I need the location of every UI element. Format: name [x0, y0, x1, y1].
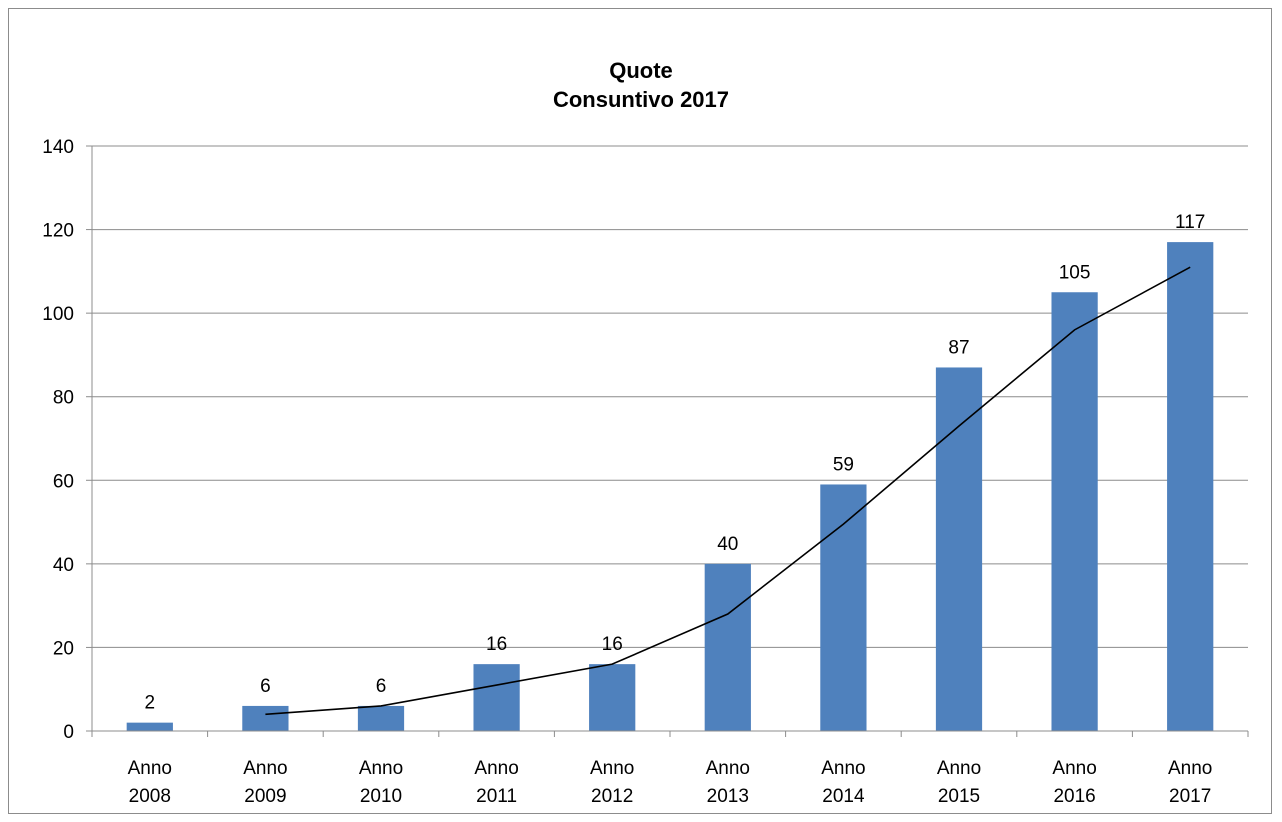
bar — [1167, 242, 1214, 731]
y-tick-label: 60 — [53, 471, 74, 492]
x-axis: Anno 2008 Anno 2009 Anno 2010 Anno 2011 Anno 2012… — [91, 730, 1249, 807]
x-tick-label: Anno — [359, 758, 403, 779]
x-tick-label: Anno — [821, 758, 865, 779]
x-tick-label: Anno — [590, 758, 634, 779]
x-tick-label: Anno — [474, 758, 518, 779]
data-label: 105 — [1059, 262, 1091, 283]
y-tick-label: 140 — [42, 137, 74, 158]
data-label: 117 — [1175, 212, 1205, 233]
x-tick-label: Anno — [706, 758, 750, 779]
x-tick-label: 2015 — [938, 786, 980, 807]
y-tick-label: 120 — [42, 221, 74, 242]
x-tick-label: Anno — [937, 758, 981, 779]
x-tick-label: 2017 — [1169, 786, 1211, 807]
x-tick-label: 2012 — [591, 786, 633, 807]
data-label: 87 — [948, 337, 969, 358]
y-tick-label: 0 — [63, 722, 74, 743]
x-tick-label: 2011 — [476, 786, 517, 807]
bar — [935, 367, 983, 731]
bar — [242, 705, 289, 731]
y-axis: 0 20 40 60 80 100 120 140 — [42, 137, 93, 743]
chart-title: Quote — [609, 58, 673, 83]
bar — [704, 563, 751, 731]
data-labels-layer: 2 6 6 16 16 40 59 87 105 117 — [145, 212, 1206, 714]
data-label: 2 — [145, 693, 156, 714]
x-tick-label: 2010 — [360, 786, 402, 807]
bars-layer — [126, 242, 1214, 731]
data-label: 6 — [376, 676, 387, 697]
chart-subtitle: Consuntivo 2017 — [553, 87, 729, 112]
x-tick-label: Anno — [1052, 758, 1096, 779]
x-tick-label: 2016 — [1053, 786, 1095, 807]
bar — [589, 664, 636, 731]
data-label: 6 — [260, 676, 271, 697]
bar — [357, 705, 405, 731]
y-tick-label: 100 — [42, 304, 74, 325]
y-tick-label: 40 — [53, 555, 74, 576]
y-tick-label: 80 — [53, 388, 74, 409]
bar — [473, 664, 520, 731]
data-label: 40 — [717, 534, 738, 555]
data-label: 16 — [486, 634, 507, 655]
x-tick-label: Anno — [1168, 758, 1212, 779]
bar — [126, 722, 173, 731]
data-label: 59 — [833, 454, 854, 475]
bar — [820, 484, 867, 731]
x-tick-label: 2013 — [707, 786, 749, 807]
x-tick-label: 2009 — [244, 786, 286, 807]
x-tick-label: Anno — [243, 758, 287, 779]
bar — [1051, 292, 1098, 731]
y-tick-label: 20 — [53, 638, 74, 659]
x-tick-label: 2008 — [129, 786, 171, 807]
trendline-layer — [265, 266, 1191, 716]
data-label: 16 — [602, 634, 623, 655]
x-tick-label: Anno — [128, 758, 172, 779]
trendline — [265, 266, 1191, 716]
x-tick-label: 2014 — [822, 786, 865, 807]
